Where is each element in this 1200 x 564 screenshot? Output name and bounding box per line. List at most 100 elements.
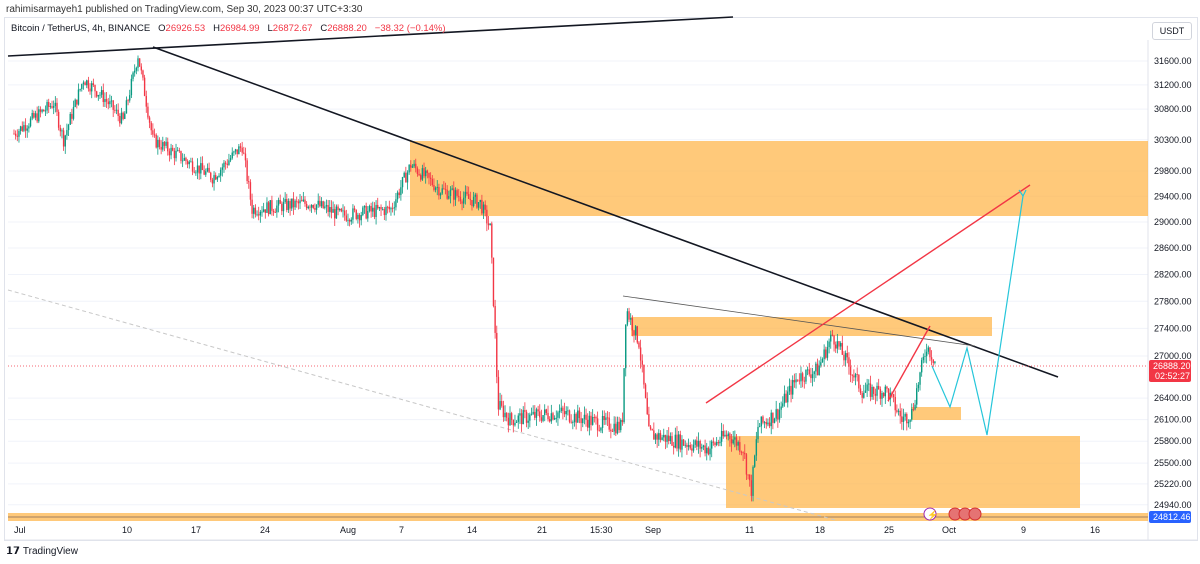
- candle: [709, 448, 711, 455]
- candle: [773, 418, 776, 423]
- candle: [158, 139, 161, 147]
- candle: [515, 421, 518, 423]
- candle: [792, 380, 794, 395]
- candle: [210, 172, 212, 180]
- candle: [62, 130, 65, 147]
- candle: [31, 113, 33, 119]
- candle: [163, 142, 166, 146]
- candle: [783, 393, 786, 404]
- candle: [930, 357, 933, 360]
- candle: [269, 200, 271, 215]
- price-chart[interactable]: 31600.00 31200.00 30800.00 30300.00 29800.00…: [0, 0, 1200, 545]
- candle: [253, 207, 255, 214]
- candle: [122, 112, 124, 119]
- candle: [426, 170, 429, 173]
- candle: [438, 186, 440, 196]
- candle: [400, 187, 402, 196]
- candle: [190, 161, 192, 163]
- candle: [479, 199, 481, 203]
- candle: [79, 89, 81, 90]
- candle: [167, 141, 169, 152]
- candle: [363, 205, 366, 208]
- candle: [385, 206, 387, 216]
- candle: [401, 177, 404, 188]
- candle: [155, 134, 157, 148]
- supply-demand-zone[interactable]: [410, 141, 1148, 216]
- time-tick: Jul: [14, 525, 26, 535]
- supply-demand-zone[interactable]: [631, 317, 992, 336]
- candle: [370, 205, 372, 212]
- candle: [714, 442, 716, 445]
- candle: [373, 207, 376, 217]
- candle: [246, 160, 248, 182]
- price-tick: 30300.00: [1154, 135, 1192, 145]
- candle: [550, 413, 553, 422]
- short-trendline[interactable]: [887, 325, 931, 402]
- candle: [454, 190, 457, 200]
- candle: [334, 209, 336, 219]
- candle: [838, 341, 840, 347]
- candle: [631, 318, 634, 331]
- currency-button[interactable]: USDT: [1152, 22, 1192, 40]
- last-price-value: 26888.20: [1153, 361, 1191, 371]
- countdown: 02:52:27: [1155, 371, 1190, 381]
- candle: [28, 126, 30, 129]
- candle: [380, 207, 382, 210]
- candle: [439, 193, 442, 196]
- candle: [494, 306, 496, 333]
- candle: [339, 208, 341, 211]
- candle: [406, 172, 409, 183]
- candle: [681, 439, 683, 450]
- candle: [805, 369, 807, 382]
- candle: [153, 134, 156, 136]
- symbol-name[interactable]: Bitcoin / TetherUS, 4h, BINANCE: [11, 23, 151, 34]
- supply-demand-zone[interactable]: [911, 407, 961, 420]
- candle: [813, 371, 815, 375]
- supply-demand-zone[interactable]: [726, 436, 1080, 508]
- candle: [372, 207, 374, 212]
- candle: [188, 161, 190, 165]
- candle: [648, 414, 650, 427]
- candle: [626, 311, 629, 325]
- candle: [228, 160, 230, 165]
- candle: [873, 386, 875, 394]
- candle: [418, 173, 420, 176]
- candle: [795, 379, 797, 383]
- candle: [254, 207, 257, 215]
- candle: [826, 347, 829, 358]
- us-flag-icon[interactable]: [968, 507, 982, 521]
- candle: [810, 374, 812, 379]
- candle: [836, 341, 839, 349]
- candle: [669, 436, 672, 442]
- tradingview-logo: 𝟭𝟳 TradingView: [6, 546, 78, 557]
- candle: [641, 360, 643, 365]
- rising-trendline[interactable]: [705, 184, 1031, 404]
- candle: [71, 113, 73, 119]
- candle: [534, 411, 536, 418]
- candle: [353, 208, 356, 211]
- candle: [828, 341, 830, 348]
- thin-trendline[interactable]: [622, 295, 976, 347]
- candle: [879, 389, 882, 399]
- long-trendline[interactable]: [7, 16, 734, 57]
- candle: [719, 441, 721, 444]
- candle: [421, 168, 424, 180]
- candle: [112, 100, 114, 110]
- projection-path[interactable]: [931, 195, 1024, 436]
- candle: [393, 207, 395, 209]
- candle: [816, 363, 819, 376]
- candle: [634, 326, 637, 336]
- candle: [868, 383, 870, 385]
- candle: [76, 99, 78, 105]
- descending-trendline[interactable]: [152, 46, 1059, 378]
- candle: [587, 419, 589, 428]
- candle: [653, 430, 655, 440]
- candle: [86, 80, 88, 86]
- candle: [458, 195, 460, 197]
- candle: [120, 112, 123, 124]
- lightning-icon[interactable]: [923, 507, 937, 521]
- candle: [874, 393, 877, 396]
- candle: [522, 410, 524, 425]
- dashed-trendline[interactable]: [7, 289, 836, 521]
- candle: [897, 410, 900, 412]
